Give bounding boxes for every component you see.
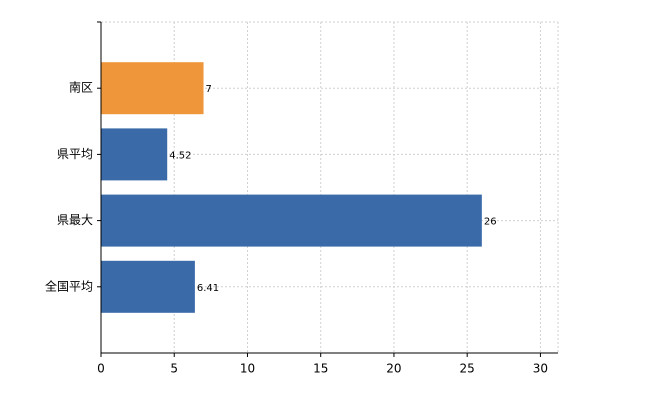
bar [101,62,204,115]
bar [101,194,482,247]
y-tick-label: 全国平均 [45,278,93,293]
value-label: 4.52 [169,150,191,161]
x-tick-label: 5 [170,362,178,376]
x-tick-label: 0 [97,362,105,376]
y-tick-label: 県平均 [57,147,93,161]
bar [101,128,168,181]
x-tick-label: 25 [460,362,475,376]
value-label: 7 [206,84,212,95]
x-tick-label: 10 [240,362,255,376]
y-tick-label: 県最大 [57,213,93,227]
value-label: 26 [484,217,497,228]
bar [101,260,195,313]
x-tick-label: 30 [533,362,548,376]
x-tick-label: 20 [386,362,401,376]
value-label: 6.41 [197,283,219,294]
y-tick-label: 南区 [69,80,93,95]
x-tick-label: 15 [313,362,328,376]
